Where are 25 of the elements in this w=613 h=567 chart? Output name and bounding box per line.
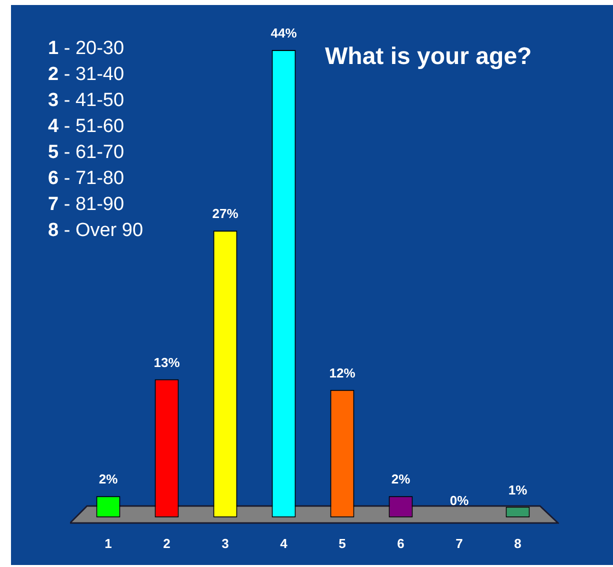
x-tick-label: 3: [222, 536, 229, 551]
data-label: 13%: [154, 354, 180, 370]
annotation: 7 - 81-90: [48, 193, 126, 217]
data-label: 2%: [391, 472, 411, 487]
x-tick-label: 1: [104, 536, 112, 551]
data-label: 2%: [98, 472, 118, 487]
annotation: 5 - 61-70: [48, 141, 126, 165]
annotation: 6 - 71-80: [48, 167, 126, 191]
annotation: 2 - 31-40: [48, 63, 126, 87]
annotation: 3 - 41-50: [48, 89, 126, 113]
data-label: 0%: [450, 492, 470, 508]
data-label: 44%: [270, 26, 298, 41]
data-label: 27%: [212, 206, 239, 222]
x-tick-label: 7: [456, 536, 463, 551]
x-tick-label: 2: [163, 536, 170, 551]
annotation: 4 - 51-60: [48, 115, 126, 139]
annotation: 1 - 20-30: [48, 37, 126, 61]
data-label: 12%: [329, 366, 356, 381]
x-tick-label: 4: [280, 536, 288, 551]
x-tick-label: 6: [397, 536, 404, 551]
data-label: 1%: [508, 482, 528, 498]
annotation: 8 - Over 90: [48, 219, 144, 243]
x-tick-label: 5: [338, 536, 346, 551]
chart-title: What is your age?: [325, 43, 532, 71]
x-tick-label: 8: [514, 536, 522, 551]
